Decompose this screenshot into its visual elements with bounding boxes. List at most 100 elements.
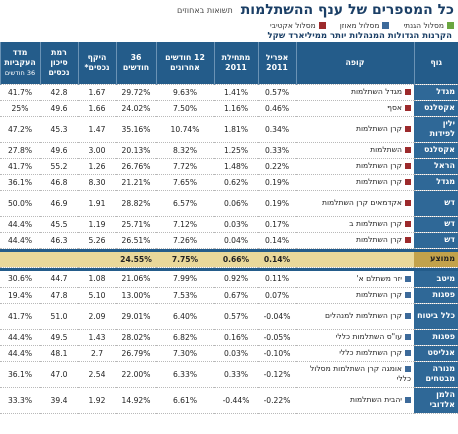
- col-36m: 36 חודשים: [115, 42, 156, 85]
- table-header: גוף קופה אפריל 2011 מתחילת 2011 12 חודשי…: [0, 42, 458, 85]
- fund-name: קרן השתלמות: [355, 124, 402, 133]
- cell-ytd: 0.04%: [214, 232, 258, 249]
- track-marker: [405, 221, 411, 227]
- legend-item: מסלול אקטיבי: [270, 21, 326, 30]
- cell-cons: 44.4%: [0, 329, 40, 346]
- row-fund: עו"ס השתלמות כללי: [296, 329, 414, 346]
- cell-ytd: 0.33%: [214, 361, 258, 388]
- table-row: מיטב יזר משתלם א' 0.11% 0.92% 7.99% 21.06% 1.0…: [0, 271, 458, 288]
- cell-cons: 44.4%: [0, 216, 40, 233]
- track-marker: [405, 334, 411, 340]
- average-empty: [78, 252, 116, 268]
- row-group: כלל ביטוח: [414, 303, 458, 330]
- cell-assets: 1.67: [78, 84, 116, 101]
- col-consistency: מדד העקביות 36 חודשים: [0, 42, 40, 85]
- cell-ytd: 0.62%: [214, 174, 258, 191]
- row-group: מיטב: [414, 271, 458, 288]
- cell-apr: -0.04%: [258, 303, 296, 330]
- table-row: הלמן אלדובי יהבית השתלמות -0.22% -0.44% 6.61…: [0, 387, 458, 414]
- cell-m36: 28.82%: [116, 190, 156, 217]
- track-marker: [405, 275, 411, 282]
- title-bar: כל המספרים של ענף ההשתלמות תשואות באחוזי…: [0, 0, 458, 20]
- cell-risk: 45.3: [40, 116, 78, 143]
- separator: [0, 248, 458, 252]
- table-row: אקסלנס השתלמות 0.33% 1.25% 8.32% 20.13% 3.00 49…: [0, 142, 458, 159]
- cell-m36: 26.76%: [116, 158, 156, 175]
- table-row: פסגות עו"ס השתלמות כללי -0.05% 0.16% 6.82% 28…: [0, 329, 458, 346]
- cell-assets: 2.54: [78, 361, 116, 388]
- cell-assets: 2.7: [78, 345, 116, 362]
- cell-ytd: 0.92%: [214, 271, 258, 288]
- cell-ytd: 1.48%: [214, 158, 258, 175]
- row-fund: אקדמאים קרן השתלמות: [296, 190, 414, 217]
- col-ytd: מתחילת 2011: [213, 42, 258, 85]
- legend-label: מסלול מאוזן: [339, 21, 380, 30]
- cell-m36: 21.06%: [116, 271, 156, 288]
- page-subtitle: תשואות באחוזים: [177, 5, 233, 15]
- cell-assets: 1.91: [78, 190, 116, 217]
- row-fund: אסף: [296, 100, 414, 117]
- cell-apr: -0.05%: [258, 329, 296, 346]
- legend-swatch: [318, 22, 326, 29]
- cell-m12: 6.61%: [156, 387, 214, 414]
- average-empty: [40, 252, 78, 268]
- cell-cons: 25%: [0, 100, 40, 117]
- cell-risk: 46.8: [40, 174, 78, 191]
- cell-ytd: 1.25%: [214, 142, 258, 159]
- table-row: מגדל קרן השתלמות 0.19% 0.62% 7.65% 21.21% 8.30…: [0, 174, 458, 191]
- table-row: פסגות קרן השתלמות 0.07% 0.67% 7.53% 13.00% 5.1…: [0, 287, 458, 304]
- average-m36: 24.55%: [116, 252, 156, 268]
- cell-m36: 29.72%: [116, 84, 156, 101]
- row-fund: קרן השתלמות: [296, 287, 414, 304]
- track-marker: [405, 179, 411, 185]
- cell-apr: 0.34%: [258, 116, 296, 143]
- row-group: אקסלנס: [414, 142, 458, 159]
- cell-cons: 27.8%: [0, 142, 40, 159]
- fund-name: קרן השתלמות: [355, 290, 402, 299]
- cell-apr: 0.22%: [258, 158, 296, 175]
- row-group: מנורה מבטחים: [414, 361, 458, 388]
- cell-risk: 47.0: [40, 361, 78, 388]
- cell-assets: 1.43: [78, 329, 116, 346]
- cell-apr: 0.33%: [258, 142, 296, 159]
- cell-assets: 5.26: [78, 232, 116, 249]
- cell-risk: 48.1: [40, 345, 78, 362]
- average-apr: 0.14%: [258, 252, 296, 268]
- track-marker: [405, 292, 411, 298]
- fund-name: יזר משתלם א': [356, 273, 403, 283]
- cell-m12: 6.40%: [156, 303, 214, 330]
- cell-m12: 9.63%: [156, 84, 214, 101]
- cell-m12: 7.72%: [156, 158, 214, 175]
- average-m12: 7.75%: [156, 252, 214, 268]
- row-group: הלמן אלדובי: [414, 387, 458, 414]
- cell-cons: 30.6%: [0, 271, 40, 288]
- legend-swatch: [382, 22, 390, 29]
- legend: מסלול הגנתי מסלול מאוזן מסלול אקטיבי: [0, 20, 458, 31]
- cell-m12: 7.30%: [156, 345, 214, 362]
- col-consistency-title: מדד העקביות: [4, 47, 36, 67]
- cell-cons: 50.0%: [0, 190, 40, 217]
- fund-name: קרן השתלמות: [355, 235, 402, 244]
- cell-risk: 47.8: [40, 287, 78, 304]
- cell-m12: 7.50%: [156, 100, 214, 117]
- row-fund: מגדל השתלמות: [296, 84, 414, 101]
- cell-ytd: 0.16%: [214, 329, 258, 346]
- row-fund: קרן השתלמות: [296, 174, 414, 191]
- cell-assets: 5.10: [78, 287, 116, 304]
- cell-assets: 1.47: [78, 116, 116, 143]
- cell-m12: 6.82%: [156, 329, 214, 346]
- cell-risk: 55.2: [40, 158, 78, 175]
- cell-m36: 13.00%: [116, 287, 156, 304]
- track-marker: [405, 237, 411, 243]
- track-marker: [405, 350, 411, 356]
- cell-assets: 1.66: [78, 100, 116, 117]
- cell-ytd: 0.03%: [214, 216, 258, 233]
- fund-name: קרן השתלמות: [355, 161, 402, 170]
- cell-apr: 0.46%: [258, 100, 296, 117]
- cell-cons: 41.7%: [0, 158, 40, 175]
- cell-ytd: 0.57%: [214, 303, 258, 330]
- legend-swatch: [447, 22, 454, 29]
- legend-label: מסלול הגנתי: [403, 21, 444, 30]
- track-marker: [405, 105, 411, 111]
- fund-name: קרן השתלמות ב: [349, 219, 402, 228]
